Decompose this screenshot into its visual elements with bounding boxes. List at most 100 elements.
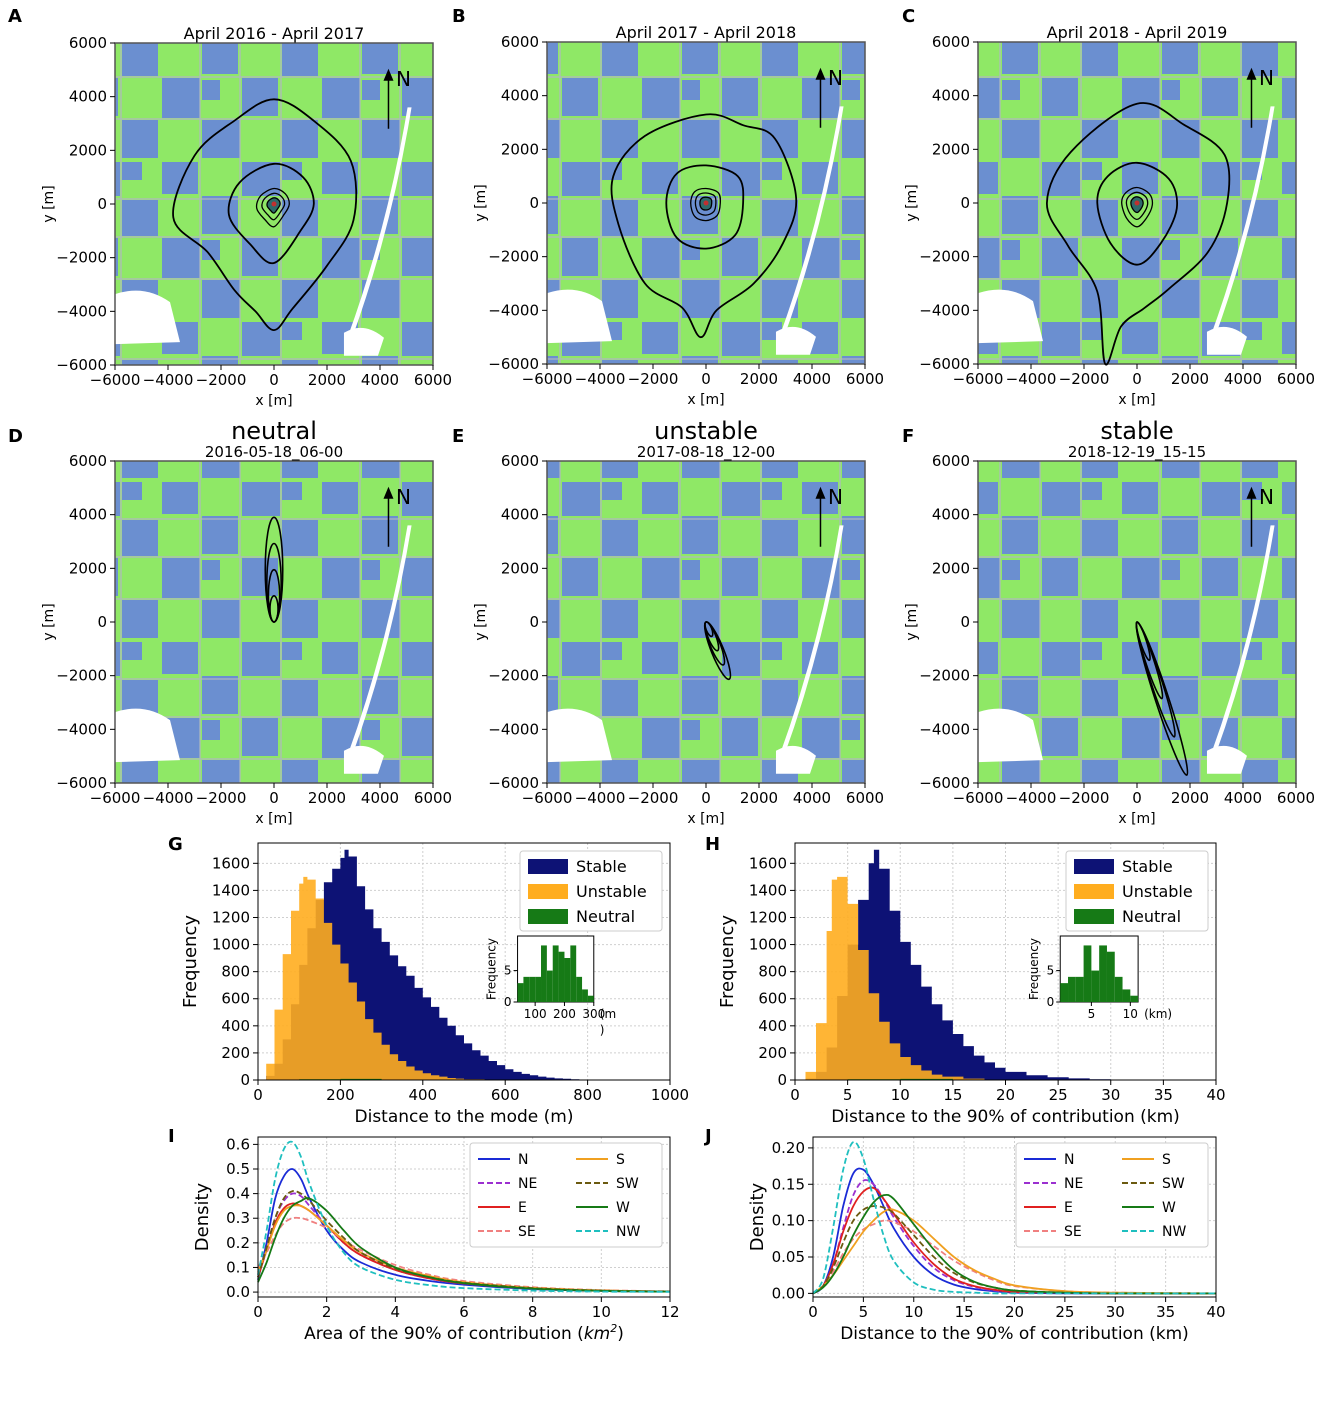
x-tick-label: 200 (326, 1086, 355, 1104)
legend-swatch (528, 859, 568, 874)
x-tick-label: 35 (1154, 1086, 1173, 1104)
x-tick-label: −4000 (575, 789, 626, 807)
x-tick-label: 600 (491, 1086, 520, 1104)
y-axis-label: y [m] (904, 184, 920, 221)
legend-label: SE (518, 1224, 536, 1240)
legend-label: Stable (1122, 857, 1173, 876)
y-tick-label: −6000 (488, 355, 539, 373)
axes-frame (257, 842, 671, 1081)
legend-swatch (528, 909, 568, 924)
north-label: N (1259, 66, 1274, 90)
inset-bar (1068, 976, 1076, 1002)
x-tick-label: 4000 (793, 789, 831, 807)
legend-label: NE (518, 1176, 537, 1192)
map-title: stable (1100, 417, 1173, 445)
x-tick-label: 0 (701, 789, 711, 807)
map-title: April 2016 - April 2017 (184, 24, 365, 43)
y-axis-label: y [m] (904, 603, 920, 640)
panel-letter: E (452, 426, 464, 447)
inset-histogram: 0 5 5 10 (km) Frequency (1027, 935, 1172, 1021)
map-bare-area (115, 290, 180, 345)
hist-series-stable (795, 849, 1216, 1080)
inset-bar (587, 995, 594, 1002)
x-tick-label: 400 (408, 1086, 437, 1104)
inset-bar (1099, 945, 1107, 1002)
y-tick-label: 1400 (749, 881, 787, 899)
x-axis-label: Distance to the mode (m) (355, 1107, 574, 1127)
y-tick-label: 0 (240, 1071, 250, 1089)
x-tick-label: 40 (1206, 1086, 1225, 1104)
hist-series-unstable (258, 876, 506, 1080)
footprint-contour-core (261, 192, 286, 221)
y-tick-label: 200 (758, 1044, 787, 1062)
x-tick-label: 12 (660, 1303, 679, 1321)
x-tick-label: 2000 (1171, 789, 1209, 807)
north-arrow-icon (383, 486, 394, 499)
panel-letter: G (168, 834, 183, 855)
x-tick-label: 6000 (1277, 789, 1315, 807)
y-tick-label: −2000 (56, 249, 107, 267)
footprint-contour (704, 621, 714, 638)
x-tick-label: 10 (891, 1086, 910, 1104)
legend-label: Stable (576, 857, 627, 876)
legend-label: SW (1162, 1176, 1185, 1192)
x-axis-label: x [m] (1118, 392, 1155, 408)
y-tick-label: −4000 (488, 720, 539, 738)
map-stream (779, 525, 844, 758)
y-tick-label: 0.3 (226, 1209, 250, 1227)
y-tick-label: −6000 (919, 774, 970, 792)
x-tick-label: −2000 (1059, 370, 1110, 388)
y-tick-label: 0 (777, 1071, 787, 1089)
x-tick-label: −6000 (90, 371, 141, 389)
density-line-nw (257, 1140, 671, 1293)
tower-marker (271, 201, 277, 207)
y-tick-label: 0.05 (772, 1248, 805, 1266)
x-axis-label: x [m] (255, 811, 292, 827)
inset-bar (529, 976, 536, 1002)
footprint-contours (1135, 621, 1189, 776)
y-axis-label: Frequency (717, 915, 738, 1008)
footprint-contour-inner (665, 164, 745, 250)
y-tick-label: 0 (529, 194, 539, 212)
legend-label: Unstable (576, 882, 647, 901)
legend-swatch (1074, 909, 1114, 924)
legend-label: S (1162, 1152, 1171, 1168)
y-axis-label: Density (747, 1182, 768, 1251)
y-axis-label: y [m] (473, 184, 489, 221)
y-tick-label: −6000 (919, 355, 970, 373)
y-tick-label: 6000 (69, 452, 107, 470)
north-label: N (396, 67, 411, 91)
inset-x-tick-label: 100 (524, 1007, 547, 1021)
x-tick-label: 15 (955, 1303, 974, 1321)
x-axis-label: x [m] (1118, 811, 1155, 827)
panel-letter: B (452, 6, 466, 27)
north-label: N (396, 485, 411, 509)
tower-marker (703, 200, 709, 206)
x-axis-label: Area of the 90% of contribution (km2) (304, 1322, 624, 1344)
legend-swatch (1074, 859, 1114, 874)
x-tick-label: −6000 (522, 370, 573, 388)
x-tick-label: 800 (573, 1086, 602, 1104)
x-tick-label: 20 (996, 1086, 1015, 1104)
x-axis-label: Distance to the 90% of contribution (km) (831, 1107, 1180, 1127)
x-tick-label: −6000 (522, 789, 573, 807)
y-tick-label: 0.4 (226, 1185, 250, 1203)
y-tick-label: −2000 (919, 667, 970, 685)
panel-letter: F (902, 426, 914, 447)
footprint-contour-inner (227, 162, 315, 265)
inset-y-axis-label: Frequency (1027, 938, 1041, 1000)
inset-x-tick-label: 200 (553, 1007, 576, 1021)
x-tick-label: −6000 (953, 789, 1004, 807)
legend-label: N (1064, 1152, 1074, 1168)
y-axis-label: y [m] (473, 603, 489, 640)
legend-box (469, 1142, 663, 1248)
x-tick-label: 2000 (308, 789, 346, 807)
map-stream (347, 107, 412, 340)
inset-x-axis-label: (m (600, 1007, 616, 1021)
north-arrow-icon (815, 486, 826, 499)
x-axis-label: Distance to the 90% of contribution (km) (840, 1324, 1189, 1344)
